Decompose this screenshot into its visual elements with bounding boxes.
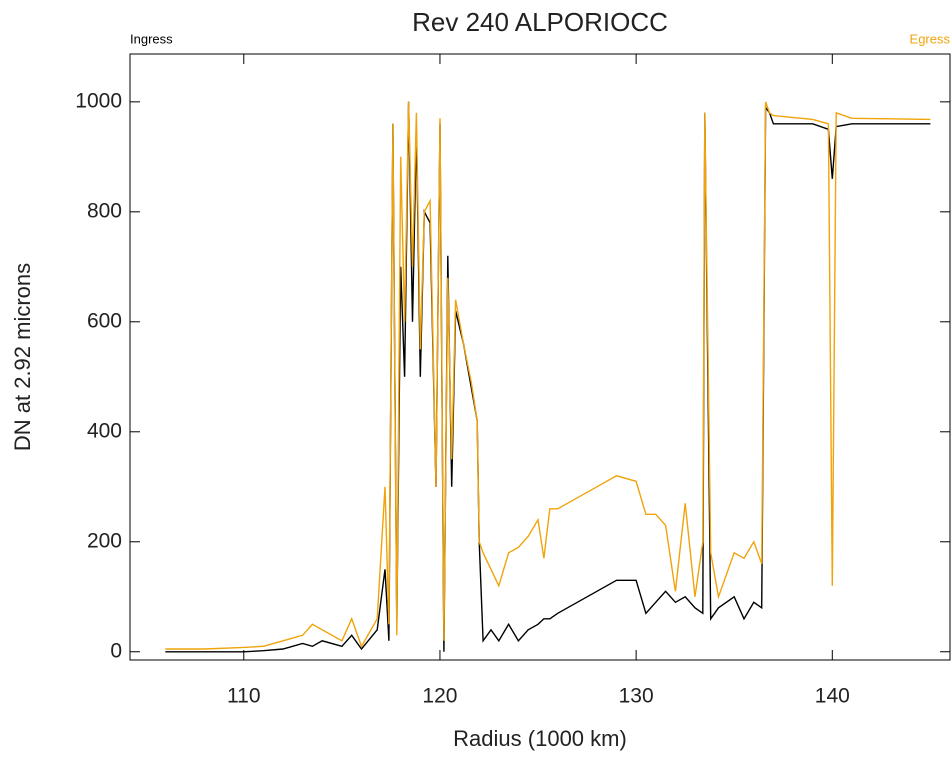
- plot-frame: [129, 53, 951, 661]
- x-tick-label: 130: [619, 685, 654, 708]
- y-tick-label: 200: [87, 529, 122, 552]
- y-tick-label: 1000: [75, 89, 122, 112]
- series-line: [165, 101, 931, 650]
- y-tick-label: 800: [87, 199, 122, 222]
- x-tick-label: 110: [227, 685, 260, 708]
- y-tick-label: 0: [110, 639, 122, 662]
- x-tick-label: 120: [422, 685, 457, 708]
- y-tick-label: 600: [87, 309, 122, 332]
- legend-label: Ingress: [130, 31, 173, 46]
- y-axis-label: DN at 2.92 microns: [10, 263, 35, 451]
- x-tick-label: 140: [815, 685, 850, 708]
- y-tick-label: 400: [87, 419, 122, 442]
- x-axis-label: Radius (1000 km): [453, 726, 627, 751]
- legend-label: Egress: [910, 31, 951, 46]
- series-line: [165, 101, 931, 653]
- chart-title: Rev 240 ALPORIOCC: [412, 7, 668, 37]
